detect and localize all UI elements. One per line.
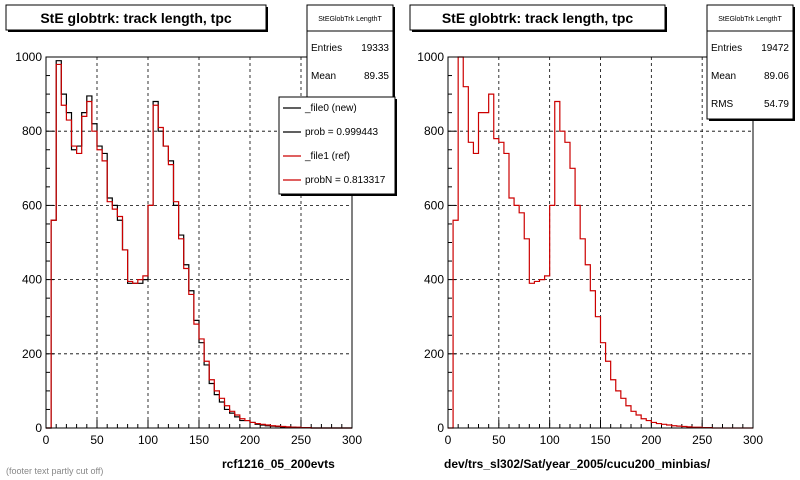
stats-label: Entries	[311, 43, 342, 54]
x-tick-label: 150	[590, 433, 610, 447]
stats-label: Mean	[711, 71, 736, 82]
stats-value: 19472	[761, 43, 789, 54]
stats-label: Mean	[311, 71, 336, 82]
x-tick-label: 0	[43, 433, 50, 447]
chart-title: StE globtrk: track length, tpc	[442, 10, 634, 26]
y-tick-label: 200	[424, 347, 444, 361]
stats-name: StEGlobTrk LengthT	[318, 16, 382, 23]
x-tick-label: 50	[90, 433, 104, 447]
x-tick-label: 300	[342, 433, 362, 447]
y-tick-label: 1000	[417, 50, 444, 64]
y-tick-label: 1000	[15, 50, 42, 64]
chart-2: 0 50 100 150 200 250 300 0 200 400 600 800 1000 StE g…	[409, 4, 795, 471]
legend-label: probN = 0.813317	[305, 175, 386, 186]
chart-1: 0 50 100 150 200 250 300 0 200 400 600 800 1000 StE g…	[5, 4, 397, 471]
stats-label: RMS	[711, 99, 734, 110]
legend-label: _file0 (new)	[304, 103, 357, 114]
x-tick-label: 100	[138, 433, 158, 447]
y-tick-label: 600	[424, 198, 444, 212]
x-tick-label: 50	[492, 433, 506, 447]
x-tick-label: 100	[540, 433, 560, 447]
stats-value: 89.06	[764, 71, 789, 82]
x-tick-label: 150	[189, 433, 209, 447]
x-tick-label: 200	[641, 433, 661, 447]
y-tick-label: 0	[35, 421, 42, 435]
y-tick-label: 800	[22, 124, 42, 138]
stats-value: 19333	[361, 43, 389, 54]
plot-frame-border	[45, 56, 353, 429]
stats-name: StEGlobTrk LengthT	[718, 16, 782, 23]
stats-box	[306, 4, 394, 98]
stats-value: 89.35	[364, 71, 389, 82]
chart-title: StE globtrk: track length, tpc	[40, 10, 232, 26]
x-tick-label: 300	[743, 433, 763, 447]
x-tick-label: 250	[291, 433, 311, 447]
y-tick-label: 400	[424, 273, 444, 287]
plot-frame-border	[447, 56, 754, 429]
x-axis-label: dev/trs_sl302/Sat/year_2005/cucu200_minb…	[444, 457, 711, 471]
x-tick-label: 0	[445, 433, 452, 447]
y-tick-label: 0	[437, 421, 444, 435]
stats-label: Entries	[711, 43, 742, 54]
histogram-series-2	[46, 63, 352, 429]
stats-value: 54.79	[764, 99, 789, 110]
histogram-series-1	[448, 56, 753, 429]
y-tick-label: 200	[22, 347, 42, 361]
y-tick-label: 600	[22, 198, 42, 212]
title-box	[409, 4, 666, 31]
legend-label: prob = 0.999443	[305, 127, 379, 138]
title-box	[5, 4, 267, 31]
y-tick-label: 800	[424, 124, 444, 138]
x-tick-label: 250	[692, 433, 712, 447]
stats-box	[706, 4, 794, 120]
y-tick-label: 400	[22, 273, 42, 287]
legend-label: _file1 (ref)	[304, 151, 350, 162]
x-axis-label: rcf1216_05_200evts	[222, 457, 335, 471]
footer-text: (footer text partly cut off)	[6, 466, 104, 476]
legend-box	[278, 96, 396, 195]
x-tick-label: 200	[240, 433, 260, 447]
